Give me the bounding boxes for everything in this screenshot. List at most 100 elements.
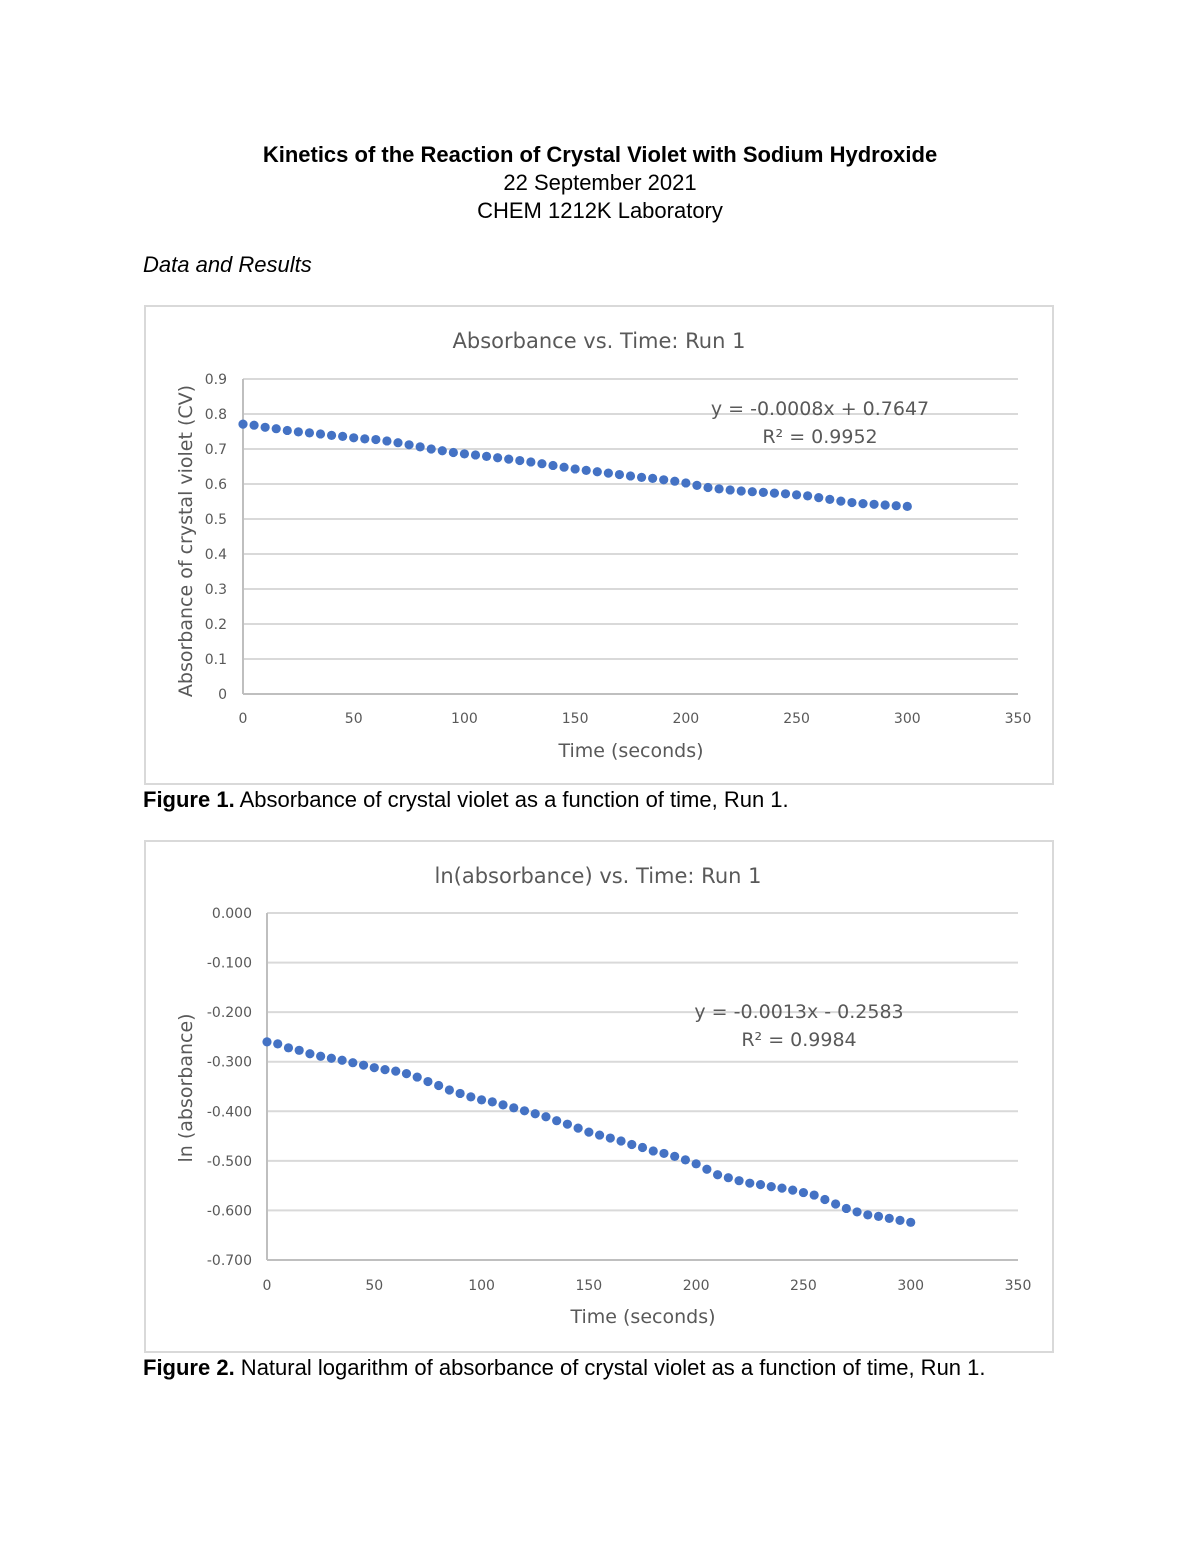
data-point [481,451,492,461]
data-point [393,438,403,448]
data-point [326,430,337,440]
x-tick-label: 0 [263,1278,272,1294]
data-point [466,1092,476,1102]
data-point [426,444,436,454]
data-point [573,1123,583,1133]
data-point [315,429,326,439]
data-point [680,1155,691,1165]
data-point [282,425,292,436]
data-point [841,1203,851,1214]
data-point [884,1213,894,1223]
caption-label: Figure 1. [143,787,235,812]
data-point [691,1159,701,1169]
caption-text: Natural logarithm of absorbance of cryst… [234,1355,986,1380]
x-tick-label: 350 [1005,1278,1032,1294]
x-tick-label: 200 [672,711,699,727]
data-point [788,1185,798,1195]
data-point [444,1085,454,1095]
y-tick-label: -0.200 [207,1005,252,1021]
data-point [858,499,868,509]
document-date: 22 September 2021 [503,170,697,195]
chart-absorbance-vs-time: 0 0.1 0.2 0.3 0.4 0.5 0.6 0.7 0.8 0.9 0 50 100 150 200… [144,305,1054,785]
data-point [537,459,547,469]
data-point [648,1146,658,1156]
x-axis-label: Time (seconds) [569,1306,715,1328]
x-tick-label: 350 [1005,711,1032,727]
data-point [338,431,348,441]
data-point [509,1103,519,1113]
chart-title: ln(absorbance) vs. Time: Run 1 [435,864,762,888]
data-point [692,480,702,490]
document-title: Kinetics of the Reaction of Crystal Viol… [262,142,938,167]
data-point [448,447,458,458]
data-point [423,1076,433,1087]
data-point [570,464,580,474]
data-point [777,1183,787,1193]
data-point [238,419,248,429]
data-point [836,496,846,506]
data-point [559,462,569,472]
data-point [659,475,669,485]
data-point [902,501,912,511]
data-point [891,501,901,511]
data-point [670,1151,680,1161]
y-axis-label: ln (absorbance) [175,1013,197,1162]
y-tick-label: 0.1 [205,652,227,668]
data-point [562,1119,572,1129]
r-squared-label: R² = 0.9984 [741,1029,856,1051]
data-point [758,487,768,497]
data-point [825,494,835,504]
data-point [305,1049,315,1059]
data-point [703,482,713,493]
data-point [515,455,525,466]
y-tick-label: 0.5 [205,512,227,528]
data-point [747,487,757,497]
data-point [404,440,414,450]
data-point [476,1095,487,1105]
data-point [283,1043,294,1053]
data-point [780,489,791,499]
data-point [382,436,392,446]
data-point [681,478,691,488]
data-point [304,428,315,438]
data-point [594,1130,605,1140]
data-point [820,1194,830,1205]
data-point [371,434,381,445]
data-point [519,1106,530,1116]
data-point [498,1100,508,1110]
trendline-equation: y = -0.0008x + 0.7647 [711,398,929,420]
data-point [755,1180,766,1190]
chart-svg: -0.700 -0.600 -0.500 -0.400 -0.300 -0.200 -0.1… [175,864,1032,1328]
data-point [548,460,558,471]
data-point [869,499,879,509]
data-point [702,1164,712,1174]
data-point [659,1148,669,1159]
x-tick-label: 100 [451,711,478,727]
data-point [552,1116,562,1126]
data-point [487,1097,497,1107]
caption-label: Figure 2. [143,1355,235,1380]
x-tick-label: 150 [562,711,589,727]
x-tick-label: 100 [468,1278,495,1294]
data-point [852,1207,862,1217]
data-point [637,1142,648,1153]
course-name: CHEM 1212K Laboratory [477,198,723,223]
data-point [873,1211,884,1221]
data-point [459,449,470,459]
trendline-equation: y = -0.0013x - 0.2583 [694,1001,903,1023]
caption-text: Absorbance of crystal violet as a functi… [234,787,789,812]
section-heading: Data and Results [143,252,312,277]
y-tick-label: -0.500 [207,1154,252,1170]
data-point [831,1199,841,1209]
chart-ln-absorbance-vs-time: -0.700 -0.600 -0.500 -0.400 -0.300 -0.200 -0.1… [144,840,1054,1353]
data-point [769,488,780,498]
data-point [337,1055,347,1065]
y-tick-label: -0.700 [207,1253,252,1269]
data-point [863,1210,873,1220]
data-point [271,424,281,434]
y-tick-label: 0.9 [205,372,227,388]
data-point [814,493,824,503]
x-tick-label: 300 [897,1278,924,1294]
data-point [791,490,802,500]
y-tick-label: -0.600 [207,1203,252,1219]
